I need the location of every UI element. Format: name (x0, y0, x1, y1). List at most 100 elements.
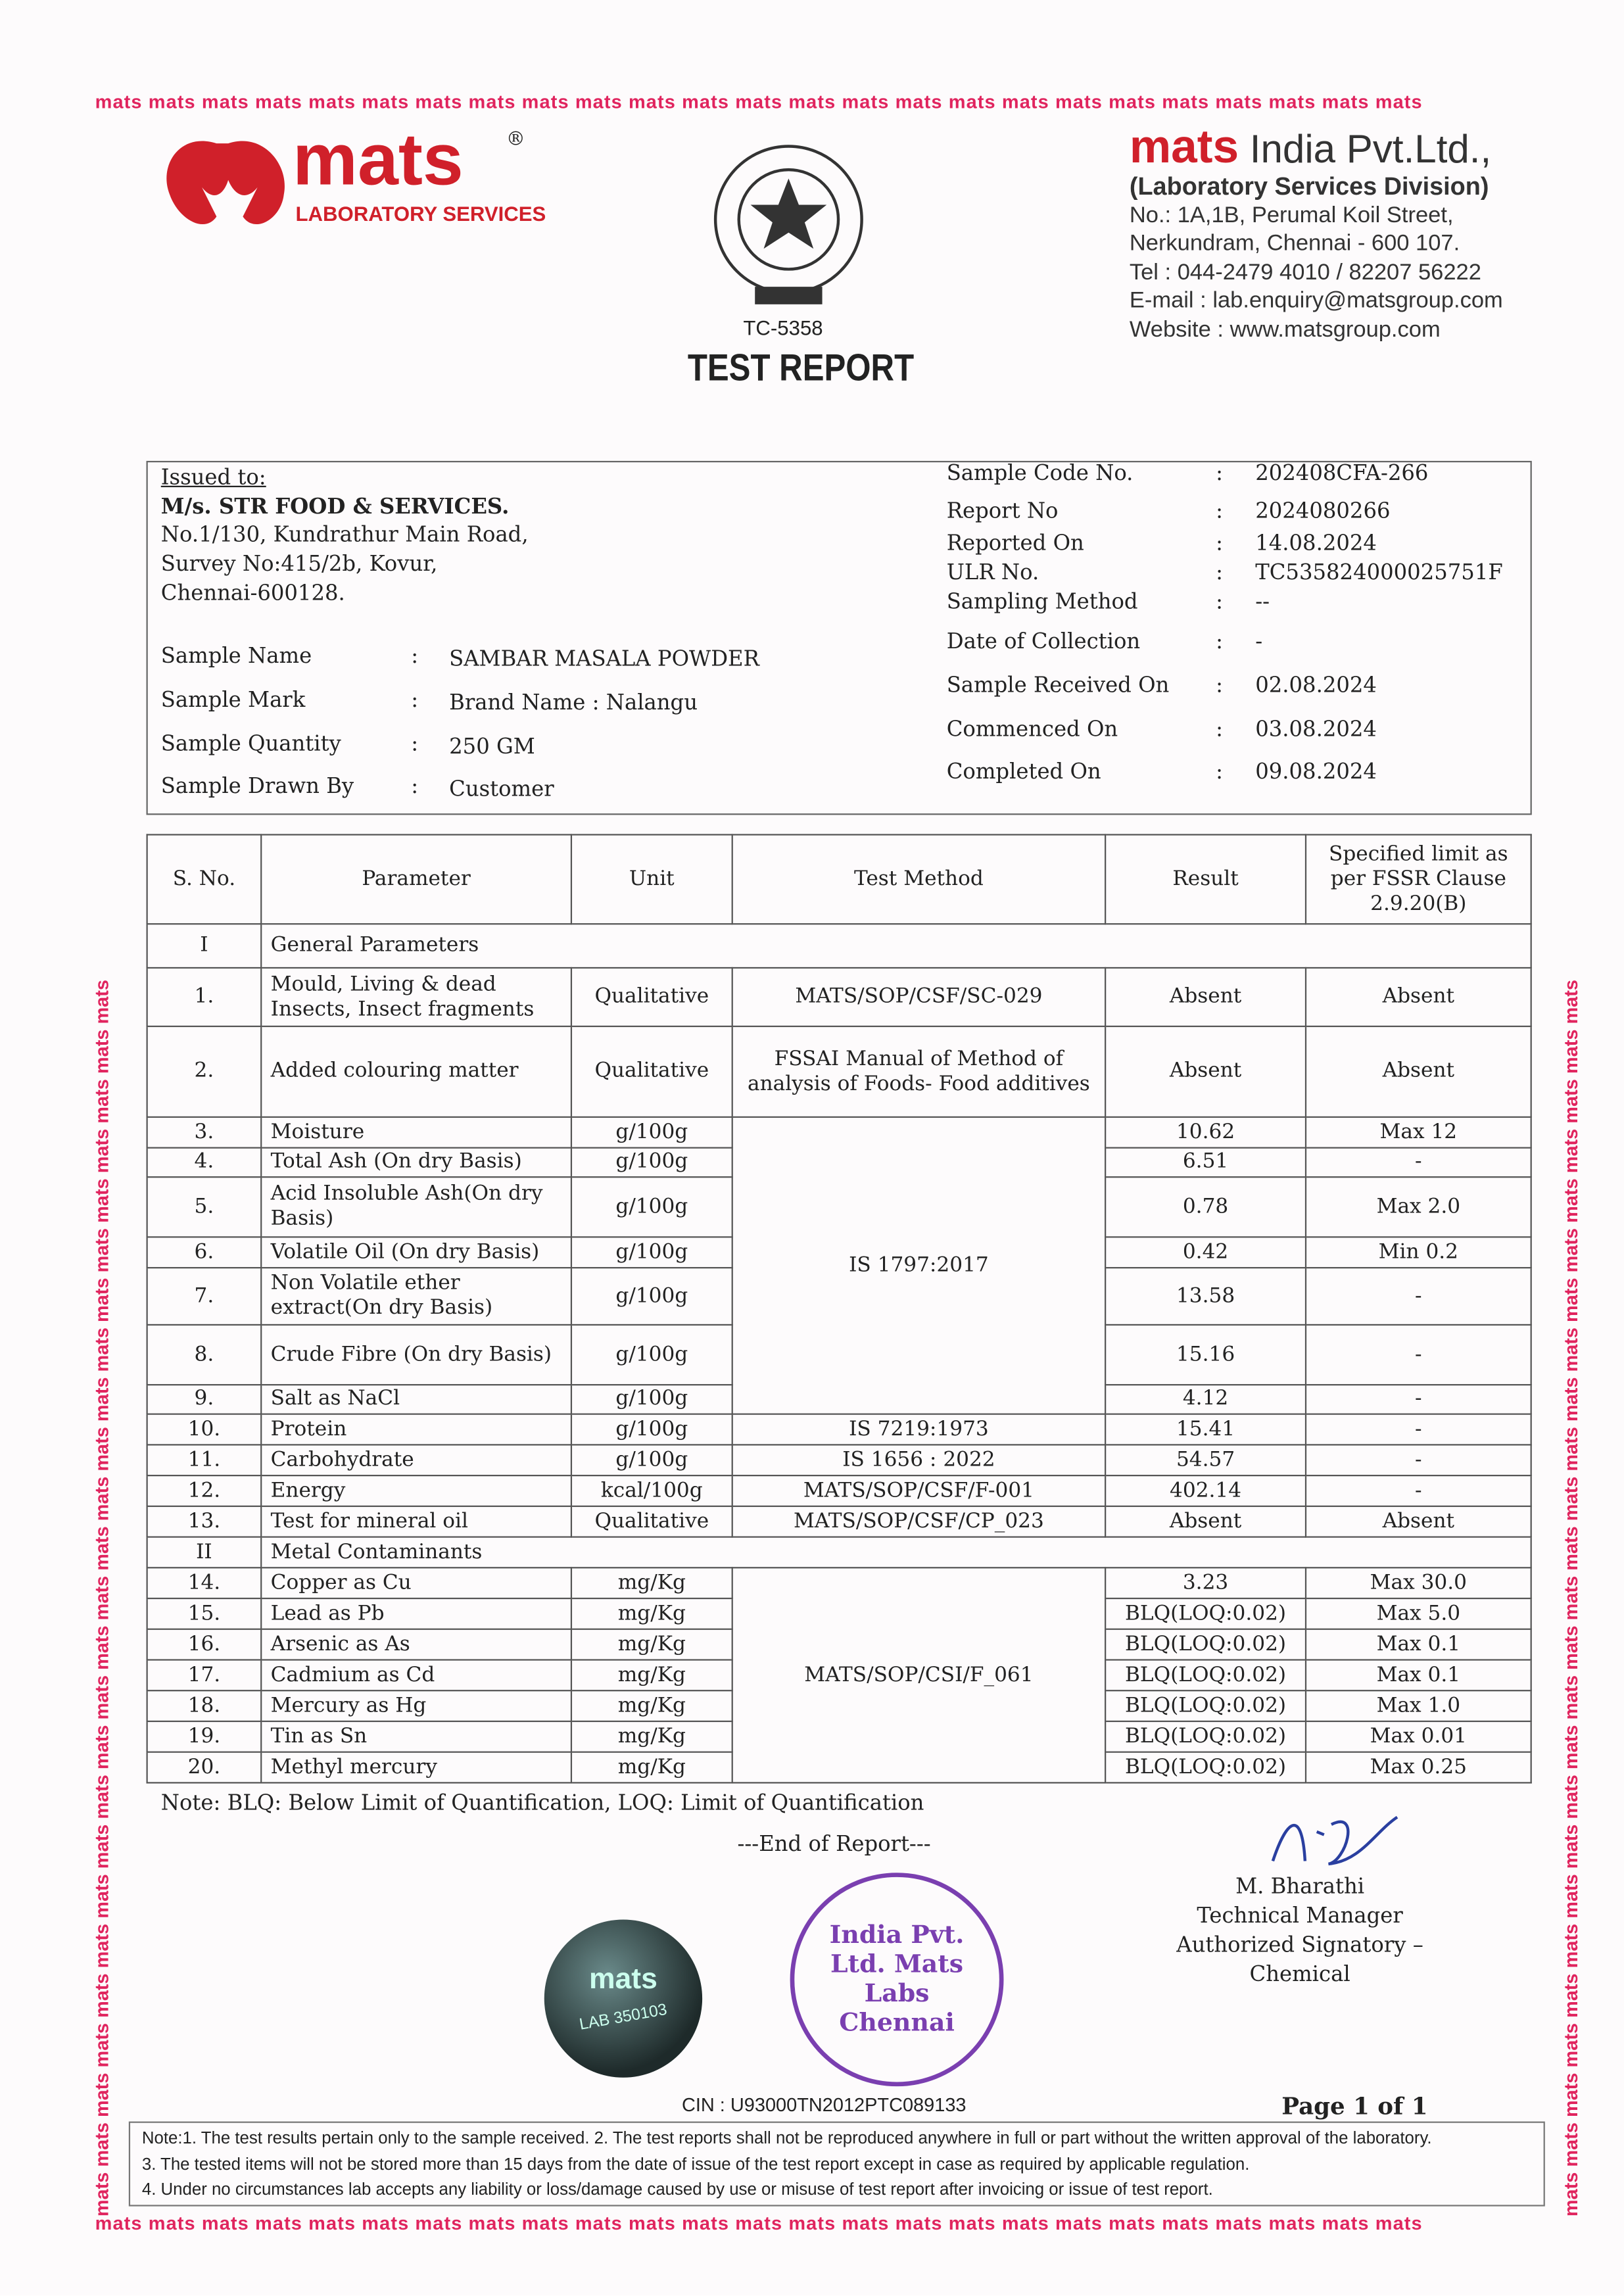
parameter: Tin as Sn (260, 1720, 573, 1753)
unit: mg/Kg (570, 1628, 733, 1661)
header-sno: S. No. (146, 834, 262, 925)
signatory-name: M. Bharathi (1235, 1875, 1365, 1900)
colon: : (1216, 718, 1224, 742)
mats-logo: mats ® LABORATORY SERVICES (158, 118, 546, 245)
result: 15.16 (1105, 1324, 1307, 1386)
parameter: Energy (260, 1475, 573, 1507)
result: Absent (1105, 1505, 1307, 1538)
specified-limit: - (1304, 1444, 1532, 1477)
row-number: 4. (146, 1147, 262, 1178)
result: 0.42 (1105, 1236, 1307, 1269)
parameter: Moisture (260, 1116, 573, 1149)
unit: mg/Kg (570, 1659, 733, 1692)
sample-field-label: Sample Quantity (160, 732, 341, 757)
unit: g/100g (570, 1413, 733, 1446)
colon: : (411, 775, 419, 799)
company-address-2: Nerkundram, Chennai - 600 107. (1129, 231, 1460, 256)
unit: Qualitative (570, 967, 733, 1028)
unit: Qualitative (570, 1025, 733, 1118)
table-row: 15. Lead as Pb mg/Kg BLQ(LOQ:0.02) Max 5.0 (146, 1597, 1532, 1630)
report-field-value: 14.08.2024 (1255, 532, 1377, 556)
section-label: General Parameters (260, 923, 1532, 969)
report-field-label: ULR No. (946, 562, 1039, 586)
result: Absent (1105, 967, 1307, 1028)
table-row: 18. Mercury as Hg mg/Kg BLQ(LOQ:0.02) Max 1.… (146, 1690, 1532, 1723)
row-number: 6. (146, 1236, 262, 1269)
result: 3.23 (1105, 1567, 1307, 1600)
unit: g/100g (570, 1267, 733, 1326)
company-name: India Pvt.Ltd., (1249, 127, 1492, 172)
specified-limit: Absent (1304, 1025, 1532, 1118)
section-row: II Metal Contaminants (146, 1536, 1532, 1569)
parameter: Added colouring matter (260, 1025, 573, 1118)
sample-info-box: Issued to: M/s. STR FOOD & SERVICES. No.… (146, 460, 1532, 815)
company-division: (Laboratory Services Division) (1129, 172, 1489, 201)
result: 13.58 (1105, 1267, 1307, 1326)
table-row: 3. Moisture g/100g IS 1797:2017 10.62 Max 12 (146, 1116, 1532, 1415)
test-method: MATS/SOP/CSF/CP_023 (731, 1505, 1107, 1538)
test-method: IS 7219:1973 (731, 1413, 1107, 1446)
unit: g/100g (570, 1444, 733, 1477)
row-number: 9. (146, 1384, 262, 1415)
report-field-label: Report No (946, 500, 1059, 524)
row-number: 14. (146, 1567, 262, 1600)
test-method: IS 1797:2017 (731, 1116, 1107, 1415)
report-field-value: 03.08.2024 (1255, 718, 1377, 742)
table-header-row: S. No. Parameter Unit Test Method Result Spec… (146, 834, 1532, 925)
specified-limit: Max 12 (1304, 1116, 1532, 1149)
section-label: Metal Contaminants (260, 1536, 1532, 1569)
result: 402.14 (1105, 1475, 1307, 1507)
hologram-code: LAB 350103 (578, 2001, 669, 2034)
table-row: 14. Copper as Cu mg/Kg MATS/SOP/CSI/F_061 3.… (146, 1567, 1532, 1784)
table-row: 19. Tin as Sn mg/Kg BLQ(LOQ:0.02) Max 0.01 (146, 1720, 1532, 1753)
row-number: 7. (146, 1267, 262, 1326)
specified-limit: Max 1.0 (1304, 1690, 1532, 1723)
header-parameter: Parameter (260, 834, 573, 925)
signatory-role: Authorized Signatory – Chemical (1176, 1934, 1423, 1987)
parameter: Salt as NaCl (260, 1384, 573, 1415)
report-field-value: - (1255, 631, 1263, 654)
sample-field-value: SAMBAR MASALA POWDER (449, 648, 759, 672)
report-field-label: Reported On (946, 532, 1084, 556)
report-field-label: Completed On (946, 761, 1101, 784)
specified-limit: - (1304, 1384, 1532, 1415)
report-field-label: Sampling Method (946, 590, 1138, 615)
report-field-value: 202408CFA-266 (1255, 462, 1429, 486)
signatory-block: M. Bharathi Technical Manager Authorized… (1126, 1873, 1473, 1990)
unit: g/100g (570, 1236, 733, 1269)
company-email: E-mail : lab.enquiry@matsgroup.com (1129, 288, 1503, 314)
customer-name: M/s. STR FOOD & SERVICES. (160, 494, 510, 519)
header-test-method: Test Method (731, 834, 1107, 925)
row-number: 18. (146, 1690, 262, 1723)
stamp-text: India Pvt. Ltd. Mats Labs Chennai (829, 1921, 965, 2038)
unit: g/100g (570, 1384, 733, 1415)
header-unit: Unit (570, 834, 733, 925)
page-title: TEST REPORT (687, 345, 915, 389)
table-row: 7. Non Volatile ether extract(On dry Basi… (146, 1267, 1532, 1326)
row-number: 11. (146, 1444, 262, 1477)
result: 6.51 (1105, 1147, 1307, 1178)
result: BLQ(LOQ:0.02) (1105, 1628, 1307, 1661)
parameter: Methyl mercury (260, 1751, 573, 1784)
section-row: I General Parameters (146, 923, 1532, 969)
specified-limit: - (1304, 1413, 1532, 1446)
row-number: 3. (146, 1116, 262, 1149)
test-method: MATS/SOP/CSF/SC-029 (731, 967, 1107, 1028)
footnote-2: 3. The tested items will not be stored m… (141, 2154, 1250, 2174)
company-address-1: No.: 1A,1B, Perumal Koil Street, (1129, 203, 1454, 228)
company-block: mats India Pvt.Ltd., (Laboratory Service… (1130, 123, 1503, 344)
parameter: Carbohydrate (260, 1444, 573, 1477)
row-number: 8. (146, 1324, 262, 1386)
table-row: 13. Test for mineral oil Qualitative MATS/S… (146, 1505, 1532, 1538)
signatory-title: Technical Manager (1197, 1905, 1403, 1928)
table-row: 8. Crude Fibre (On dry Basis) g/100g 15.16- (146, 1324, 1532, 1386)
table-row: 6. Volatile Oil (On dry Basis) g/100g 0.42 M… (146, 1236, 1532, 1269)
table-row: 5. Acid Insoluble Ash(On dry Basis) g/100g… (146, 1176, 1532, 1238)
parameter: Copper as Cu (260, 1567, 573, 1600)
table-row: 20. Methyl mercury mg/Kg BLQ(LOQ:0.02) Max 0… (146, 1751, 1532, 1784)
row-number: 2. (146, 1025, 262, 1118)
specified-limit: Max 2.0 (1304, 1176, 1532, 1238)
parameter: Volatile Oil (On dry Basis) (260, 1236, 573, 1269)
specified-limit: Max 5.0 (1304, 1597, 1532, 1630)
